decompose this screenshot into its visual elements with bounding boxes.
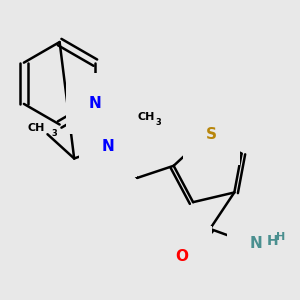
Text: N: N — [102, 139, 115, 154]
Text: N: N — [250, 236, 262, 251]
Text: CH: CH — [28, 123, 45, 133]
Text: N: N — [89, 96, 102, 111]
Text: 3: 3 — [155, 118, 161, 127]
Text: CH: CH — [137, 112, 154, 122]
Text: O: O — [176, 249, 189, 264]
Text: S: S — [206, 127, 217, 142]
Text: H: H — [276, 232, 285, 242]
Text: 3: 3 — [51, 128, 57, 137]
Text: H: H — [267, 234, 279, 248]
